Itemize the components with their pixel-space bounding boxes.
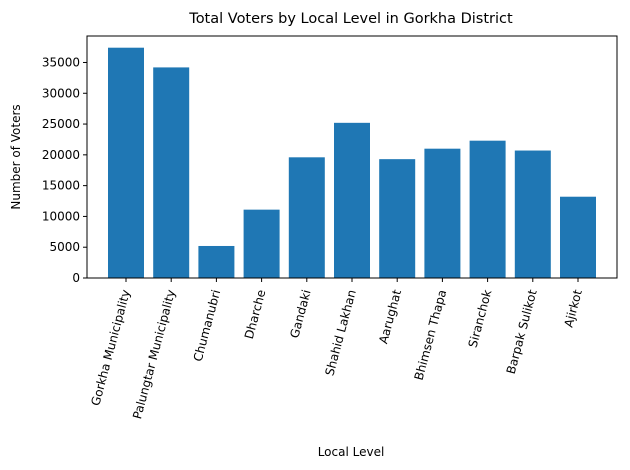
bar-dharche (243, 209, 280, 278)
x-tick-label: Dharche (242, 288, 269, 340)
bar-siranchok (469, 140, 506, 278)
bar-gandaki (288, 157, 325, 278)
chart-title: Total Voters by Local Level in Gorkha Di… (188, 11, 513, 27)
y-tick-label: 0 (72, 271, 80, 285)
bar-gorkha-municipality (108, 47, 144, 279)
x-tick-label: Gandaki (287, 288, 313, 339)
y-tick-label: 10000 (42, 209, 80, 223)
y-tick-label: 5000 (49, 240, 80, 254)
x-tick-label: Bhimsen Thapa (412, 288, 450, 382)
y-tick-label: 30000 (42, 86, 80, 100)
x-tick-label: Shahid Lakhan (322, 288, 358, 377)
y-axis-label: Number of Voters (9, 104, 23, 209)
bar-chumanubri (198, 245, 235, 278)
y-tick-label: 20000 (42, 148, 80, 162)
x-tick-label: Aarughat (376, 288, 404, 345)
x-tick-label: Siranchok (466, 288, 495, 349)
y-tick-label: 25000 (42, 117, 80, 131)
x-tick-label: Gorkha Municipality (88, 288, 132, 407)
bar-barpak-sulikot (514, 150, 551, 278)
x-tick-label: Chumanubri (191, 288, 224, 363)
bar-aarughat (379, 159, 416, 278)
y-tick-label: 15000 (42, 179, 80, 193)
bars-group (108, 47, 596, 279)
bar-shahid-lakhan (334, 122, 370, 278)
y-axis-ticks: 0 5000 10000 15000 20000 25000 30000 35000 (42, 55, 87, 285)
x-tick-label: Palungtar Municipality (130, 288, 178, 420)
bar-bhimsen-thapa (424, 148, 461, 278)
plot-frame (86, 35, 618, 279)
x-axis-label: Local Level (318, 445, 385, 459)
y-tick-label: 35000 (42, 55, 80, 69)
x-tick-label: Barpak Sulikot (504, 288, 540, 376)
bar-ajirkot (560, 196, 596, 278)
x-tick-label: Ajirkot (561, 288, 585, 329)
bar-palungtar-municipality (153, 67, 190, 279)
